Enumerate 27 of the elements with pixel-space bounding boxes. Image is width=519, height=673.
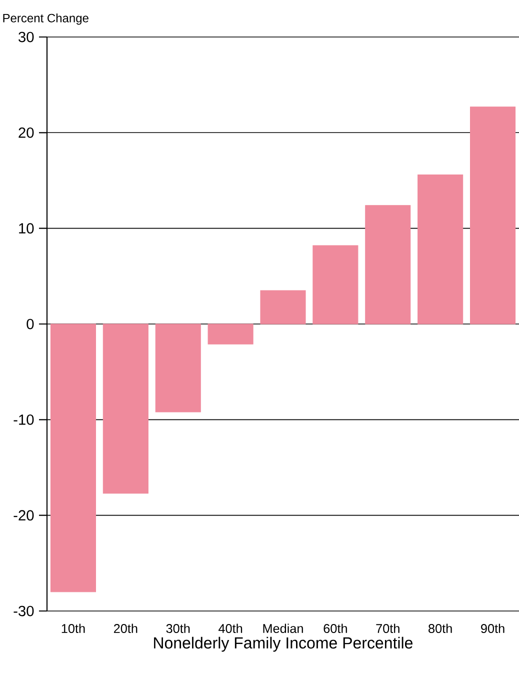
bar bbox=[418, 174, 464, 324]
x-tick-label: 30th bbox=[166, 624, 190, 634]
bar bbox=[365, 205, 411, 324]
y-tick-label: 0 bbox=[26, 318, 34, 330]
bar bbox=[260, 290, 306, 324]
bar bbox=[208, 324, 254, 344]
x-tick-label: 60th bbox=[324, 624, 347, 634]
y-axis-title: Percent Change bbox=[3, 14, 88, 25]
x-tick-label: 80th bbox=[428, 624, 452, 634]
bar bbox=[470, 106, 516, 324]
bar bbox=[102, 324, 148, 494]
bar bbox=[312, 245, 358, 324]
x-tick-label: 70th bbox=[376, 624, 400, 634]
y-tick-label: -10 bbox=[14, 414, 34, 425]
y-tick-label: 30 bbox=[18, 32, 34, 42]
x-tick-label: 40th bbox=[218, 624, 242, 634]
y-tick-label: -30 bbox=[14, 606, 34, 616]
x-tick-label: Median bbox=[263, 624, 303, 634]
y-tick-label: 10 bbox=[19, 223, 34, 234]
y-tick-label: -20 bbox=[14, 510, 34, 521]
x-tick-label: 20th bbox=[114, 624, 138, 634]
x-tick-label: 90th bbox=[481, 624, 504, 634]
y-tick-label: 20 bbox=[18, 127, 34, 138]
bar bbox=[50, 324, 96, 592]
x-axis-title: Nonelderly Family Income Percentile bbox=[154, 636, 412, 652]
x-tick-label: 10th bbox=[62, 624, 85, 634]
bar bbox=[155, 324, 201, 412]
